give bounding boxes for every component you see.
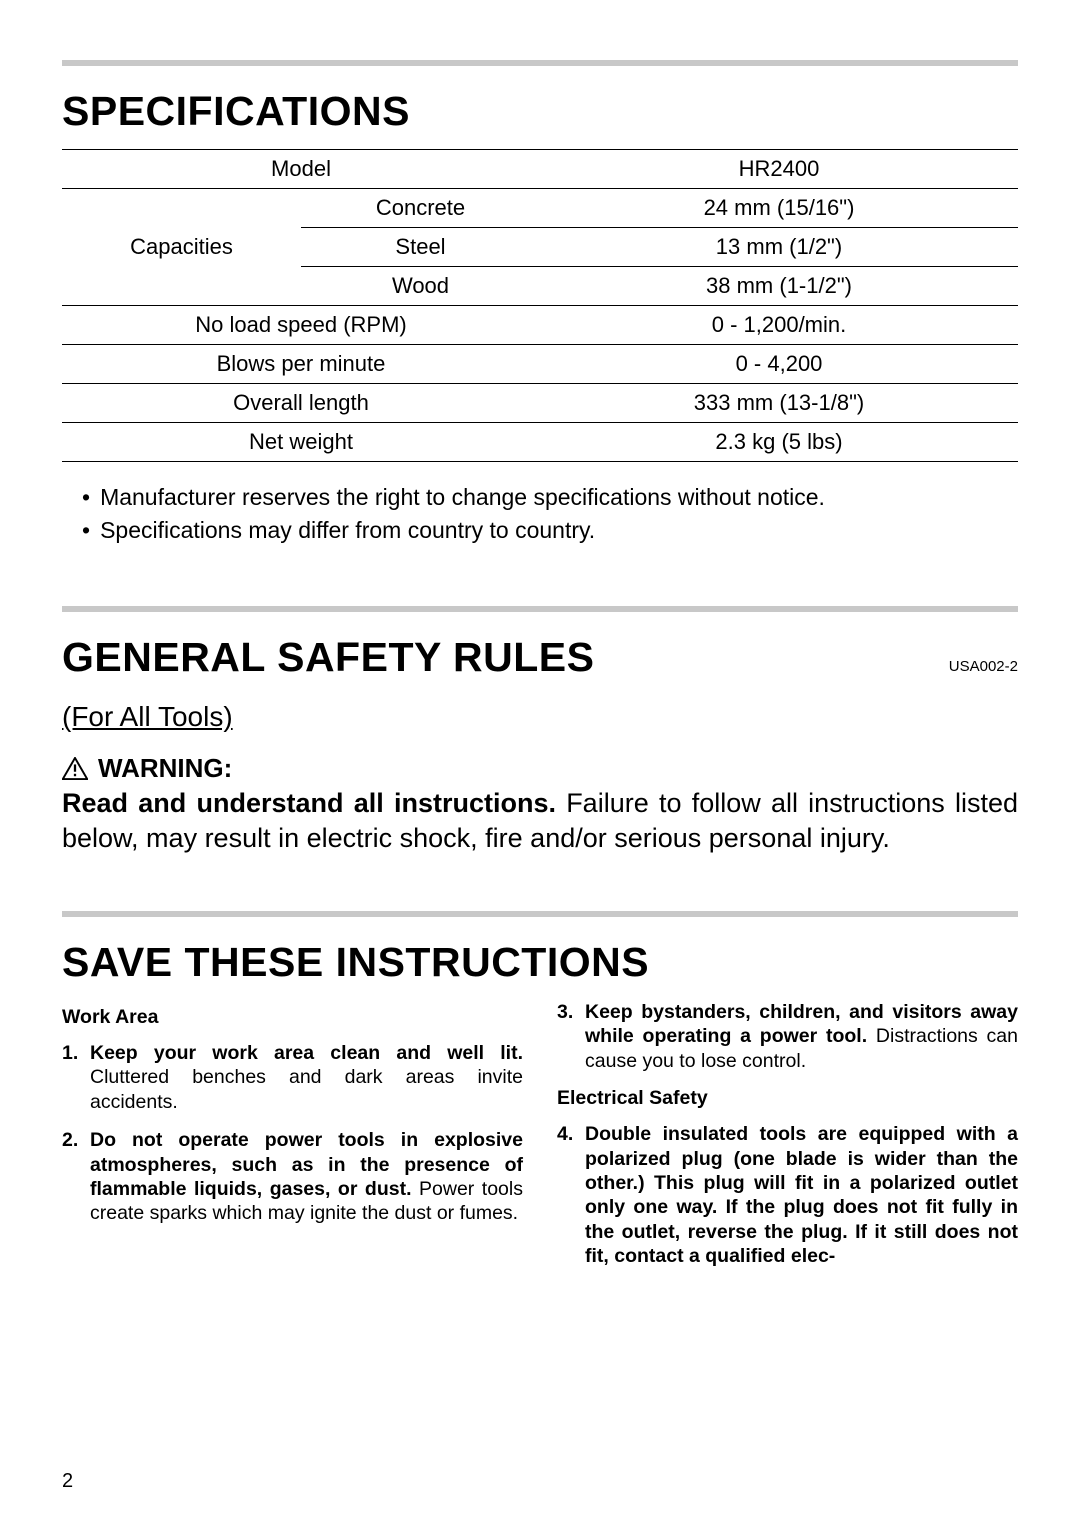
rule-item: 2. Do not operate power tools in explosi… (62, 1128, 523, 1226)
divider-top (62, 60, 1018, 66)
rule-num: 3. (557, 1000, 573, 1024)
table-row: Model HR2400 (62, 150, 1018, 189)
capacity-type: Wood (301, 267, 540, 306)
warning-paragraph: Read and understand all instructions. Fa… (62, 786, 1018, 855)
spec-label: No load speed (RPM) (62, 306, 540, 345)
rule-bold: Double insulated tools are equipped with… (585, 1123, 1018, 1267)
table-row: No load speed (RPM) 0 - 1,200/min. (62, 306, 1018, 345)
divider-mid2 (62, 911, 1018, 917)
model-value: HR2400 (540, 150, 1018, 189)
warning-label: WARNING: (98, 753, 232, 784)
rule-bold: Keep your work area clean and well lit. (90, 1042, 523, 1064)
specifications-title: SPECIFICATIONS (62, 88, 1018, 135)
work-area-heading: Work Area (62, 1006, 523, 1029)
spec-value: 0 - 4,200 (540, 345, 1018, 384)
rule-item: 4. Double insulated tools are equipped w… (557, 1122, 1018, 1268)
rule-num: 4. (557, 1122, 573, 1146)
safety-rules-title: GENERAL SAFETY RULES (62, 634, 594, 681)
table-row: Net weight 2.3 kg (5 lbs) (62, 423, 1018, 462)
column-right: 3. Keep bystanders, children, and visito… (557, 1000, 1018, 1282)
table-row: Overall length 333 mm (13-1/8") (62, 384, 1018, 423)
divider-mid1 (62, 606, 1018, 612)
doc-code: USA002-2 (949, 658, 1018, 675)
rule-num: 1. (62, 1041, 78, 1065)
spec-note: Manufacturer reserves the right to chang… (62, 484, 1018, 511)
specifications-table: Model HR2400 Capacities Concrete 24 mm (… (62, 149, 1018, 462)
capacity-value: 24 mm (15/16") (540, 189, 1018, 228)
capacity-value: 38 mm (1-1/2") (540, 267, 1018, 306)
table-row: Blows per minute 0 - 4,200 (62, 345, 1018, 384)
column-left: Work Area 1. Keep your work area clean a… (62, 1000, 523, 1282)
save-instructions-title: SAVE THESE INSTRUCTIONS (62, 939, 1018, 986)
model-label: Model (62, 150, 540, 189)
instructions-columns: Work Area 1. Keep your work area clean a… (62, 1000, 1018, 1282)
spec-label: Net weight (62, 423, 540, 462)
capacity-type: Steel (301, 228, 540, 267)
spec-value: 2.3 kg (5 lbs) (540, 423, 1018, 462)
rule-item: 1. Keep your work area clean and well li… (62, 1041, 523, 1114)
warning-icon (62, 757, 88, 780)
spec-label: Overall length (62, 384, 540, 423)
rule-num: 2. (62, 1128, 78, 1152)
spec-notes: Manufacturer reserves the right to chang… (62, 484, 1018, 544)
warning-bold: Read and understand all instructions. (62, 788, 556, 818)
capacity-type: Concrete (301, 189, 540, 228)
capacities-label: Capacities (62, 189, 301, 306)
rule-rest: Cluttered benches and dark areas invite … (90, 1066, 523, 1112)
electrical-safety-heading: Electrical Safety (557, 1087, 1018, 1110)
spec-value: 333 mm (13-1/8") (540, 384, 1018, 423)
page-number: 2 (62, 1470, 73, 1493)
table-row: Capacities Concrete 24 mm (15/16") (62, 189, 1018, 228)
capacity-value: 13 mm (1/2") (540, 228, 1018, 267)
spec-value: 0 - 1,200/min. (540, 306, 1018, 345)
safety-subtitle: (For All Tools) (62, 701, 1018, 733)
spec-label: Blows per minute (62, 345, 540, 384)
rule-item: 3. Keep bystanders, children, and visito… (557, 1000, 1018, 1073)
spec-note: Specifications may differ from country t… (62, 517, 1018, 544)
